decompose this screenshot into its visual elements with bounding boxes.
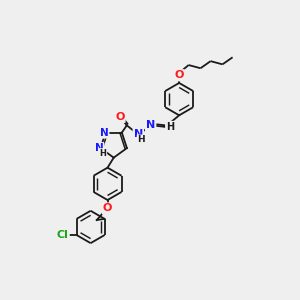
- Text: H: H: [138, 135, 145, 144]
- Text: H: H: [99, 149, 106, 158]
- Text: N: N: [146, 120, 155, 130]
- Text: O: O: [115, 112, 124, 122]
- Text: Cl: Cl: [57, 230, 69, 240]
- Text: N: N: [94, 143, 103, 153]
- Text: O: O: [175, 70, 184, 80]
- Text: N: N: [134, 129, 143, 139]
- Text: H: H: [166, 122, 174, 132]
- Text: N: N: [100, 128, 108, 138]
- Text: O: O: [103, 203, 112, 214]
